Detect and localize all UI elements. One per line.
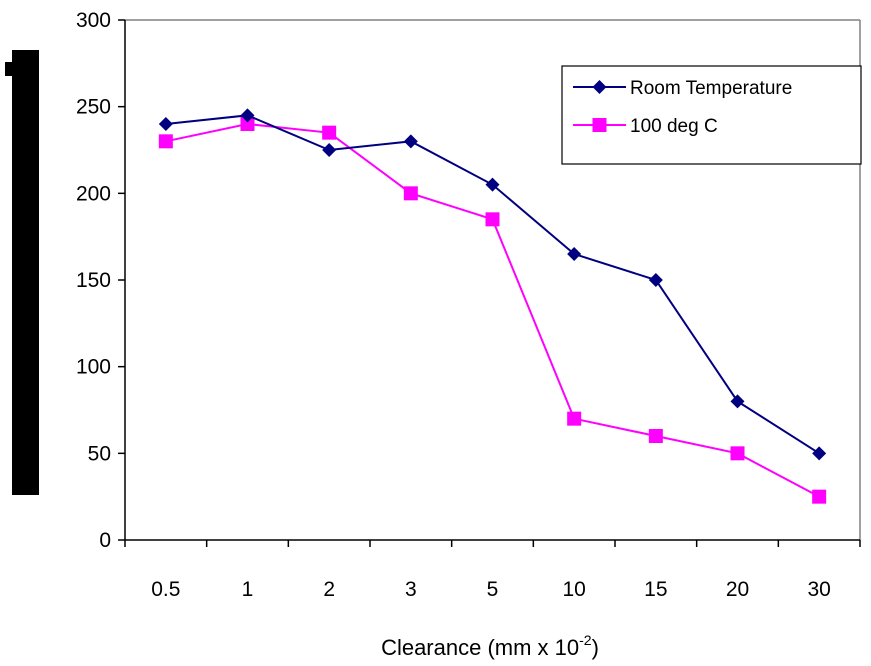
x-tick-label: 5 [487,578,499,601]
x-tick-label: 30 [807,578,830,601]
data-point [812,446,827,461]
data-point [485,177,500,192]
y-tick-label: 300 [76,9,111,32]
data-point [812,489,827,504]
series-layer [158,108,827,504]
x-tick-label: 3 [405,578,417,601]
y-tick-label: 150 [76,269,111,292]
y-tick-label: 250 [76,96,111,119]
series-1 [158,117,827,504]
series-0 [158,108,827,461]
x-axis-ticks: 0.5 1 2 3 5 10 15 20 30 [124,540,861,601]
series-line [165,114,820,455]
data-point [567,247,582,261]
data-point [648,273,663,287]
y-tick-label: 200 [76,182,111,205]
data-point [403,134,418,149]
legend-marker [592,118,607,132]
y-tick-label: 100 [76,356,111,379]
x-axis-title: Clearance (mm x 10-2) [381,632,599,660]
data-point [158,117,173,131]
data-point [730,446,745,461]
legend-item: Room Temperature [573,78,792,99]
legend-label: Room Temperature [630,78,792,99]
data-point [240,117,255,131]
data-point [403,186,418,201]
x-axis-title-main: Clearance (mm x 10 [381,635,579,660]
data-point [648,429,663,443]
data-point [322,125,337,140]
legend-box [561,65,862,165]
x-tick-label: 1 [242,578,254,601]
cropped-y-axis-bar [5,50,39,495]
x-axis-title-superscript: -2 [579,632,592,648]
data-point [322,143,337,157]
x-tick-label: 0.5 [151,578,180,601]
x-axis-title-suffix: ) [592,635,599,660]
x-tick-label: 10 [562,578,585,601]
x-tick-label: 20 [726,578,749,601]
y-tick-label: 0 [99,529,111,552]
data-point [240,108,255,123]
data-point [730,394,745,409]
data-point [485,212,500,227]
legend: Room Temperature 100 deg C [561,65,862,165]
legend-label: 100 deg C [630,116,718,137]
legend-item: 100 deg C [573,116,718,137]
x-tick-label: 15 [644,578,667,601]
legend-marker [592,80,607,94]
data-point [567,411,582,426]
x-tick-label: 2 [323,578,335,601]
y-tick-label: 50 [88,442,111,465]
data-point [158,134,173,149]
y-axis-ticks: 0 50 100 150 200 250 300 [76,9,125,552]
